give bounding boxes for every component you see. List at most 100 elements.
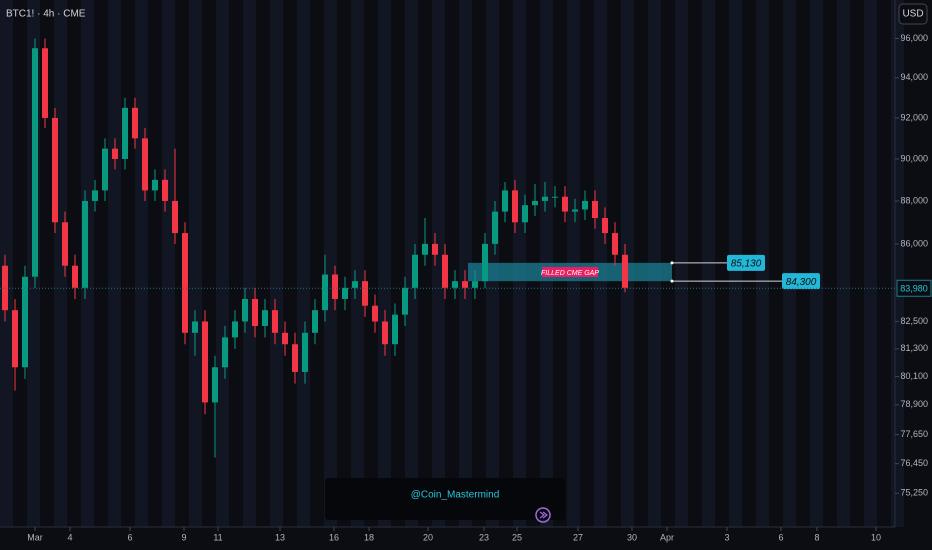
candle-body <box>512 190 518 223</box>
candle-body <box>592 200 598 219</box>
candle-body <box>552 196 558 198</box>
x-tick-label: 25 <box>512 532 522 542</box>
x-tick-label: 10 <box>871 532 881 542</box>
x-tick-label: 16 <box>329 532 339 542</box>
currency-button[interactable] <box>898 3 928 25</box>
candle-body <box>542 196 548 201</box>
candle-body <box>332 274 338 299</box>
x-tick-label: 20 <box>423 532 433 542</box>
last-price-box <box>896 279 932 297</box>
y-tick-label: 81,300 <box>900 343 928 353</box>
candle-body <box>532 200 538 206</box>
candle-body <box>322 274 328 311</box>
x-tick-label: 9 <box>181 532 186 542</box>
candle-body <box>612 233 618 255</box>
candle-body <box>262 310 268 326</box>
session-stripe <box>270 0 283 527</box>
session-stripe <box>324 0 337 527</box>
y-tick-label: 92,000 <box>900 112 928 122</box>
candle-body <box>352 281 358 288</box>
gap-label: FILLED CME GAP <box>541 270 599 277</box>
session-stripe <box>243 0 256 527</box>
candle-body <box>42 48 48 118</box>
candle-body <box>482 243 488 282</box>
gap-price-box <box>727 254 765 271</box>
candle-body <box>102 148 108 191</box>
candle-body <box>12 310 18 368</box>
x-tick-label: 13 <box>275 532 285 542</box>
x-tick-label: 18 <box>364 532 374 542</box>
session-stripe <box>108 0 121 527</box>
candle-body <box>302 332 308 372</box>
candle-body <box>472 281 478 288</box>
candle-body <box>152 179 158 191</box>
session-stripe <box>891 0 904 527</box>
session-stripe <box>216 0 229 527</box>
session-stripe <box>0 0 13 527</box>
candle-body <box>622 254 628 288</box>
last-price-label: 83,980 <box>900 284 928 294</box>
candle-body <box>312 310 318 333</box>
candle-body <box>602 218 608 234</box>
session-stripe <box>702 0 715 527</box>
candle-body <box>52 117 58 223</box>
candle-body <box>2 265 8 311</box>
y-tick-label: 86,000 <box>900 238 928 248</box>
candle-body <box>212 367 218 403</box>
candle-body <box>432 243 438 255</box>
y-tick-label: 77,650 <box>900 429 928 439</box>
candle-body <box>172 200 178 234</box>
candle-body <box>282 332 288 345</box>
x-tick-label: 30 <box>627 532 637 542</box>
candle-body <box>82 200 88 288</box>
candle-body <box>142 138 148 191</box>
icon-glyph <box>539 511 548 519</box>
session-stripe <box>297 0 310 527</box>
session-stripe <box>135 0 148 527</box>
candle-body <box>92 190 98 201</box>
candle-body <box>182 233 188 333</box>
session-shading <box>0 0 904 527</box>
y-tick-label: 78,900 <box>900 399 928 409</box>
candle-body <box>252 298 258 326</box>
candle-body <box>382 321 388 345</box>
x-tick-label: 27 <box>573 532 583 542</box>
x-tick-label: 8 <box>814 532 819 542</box>
currency[interactable]: USD <box>902 9 923 20</box>
session-stripe <box>675 0 688 527</box>
candle-body <box>72 265 78 288</box>
icon[interactable] <box>535 507 551 523</box>
candle-body <box>122 107 128 159</box>
y-tick-label: 80,100 <box>900 371 928 381</box>
x-tick-label: Apr <box>660 532 674 542</box>
y-tick-label: 94,000 <box>900 72 928 82</box>
candle-body <box>522 205 528 223</box>
y-tick-label: 75,250 <box>900 488 928 498</box>
gap-price-box <box>782 273 820 290</box>
candle-body <box>112 148 118 159</box>
session-stripe <box>783 0 796 527</box>
candle-body <box>452 281 458 288</box>
candle-body <box>562 196 568 212</box>
candle-body <box>422 243 428 255</box>
x-tick-label: 6 <box>127 532 132 542</box>
chart-title: BTC1! · 4h · CME <box>6 9 86 20</box>
x-tick-label: 11 <box>213 532 222 542</box>
session-stripe <box>810 0 823 527</box>
candle-body <box>372 305 378 322</box>
y-tick-label: 76,450 <box>900 458 928 468</box>
candle-body <box>492 211 498 244</box>
candle-body <box>442 254 448 288</box>
session-stripe <box>351 0 364 527</box>
watermark-box <box>325 478 565 520</box>
candle-body <box>132 107 138 139</box>
candle-body <box>572 209 578 212</box>
gap-price-label: 85,130 <box>731 259 762 270</box>
candle-body <box>22 276 28 368</box>
y-tick-label: 82,500 <box>900 316 928 326</box>
candle-body <box>462 281 468 288</box>
session-stripe <box>189 0 202 527</box>
y-tick-label: 90,000 <box>900 153 928 163</box>
gap-dot <box>670 279 674 283</box>
